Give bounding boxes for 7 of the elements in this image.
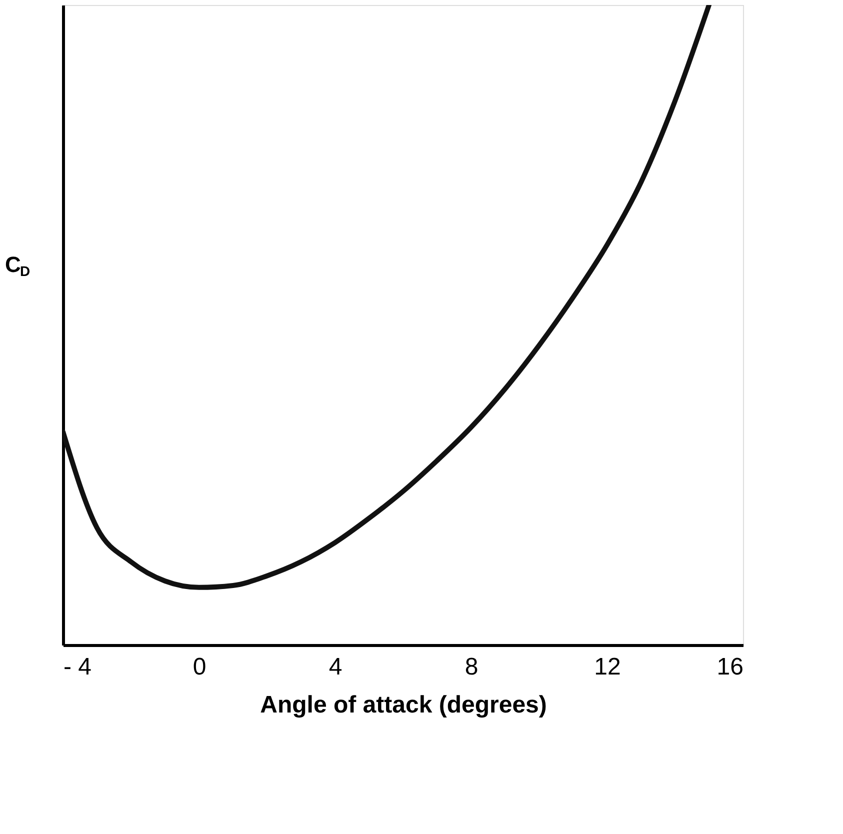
x-tick-label: 16 (716, 654, 744, 680)
x-tick-label: - 4 (64, 654, 92, 680)
x-tick-label: 8 (464, 654, 478, 680)
x-axis-title: Angle of attack (degrees) (260, 692, 547, 718)
x-tick-label: 4 (328, 654, 342, 680)
x-tick-label: 12 (594, 654, 621, 680)
x-tick-label: 0 (192, 654, 206, 680)
